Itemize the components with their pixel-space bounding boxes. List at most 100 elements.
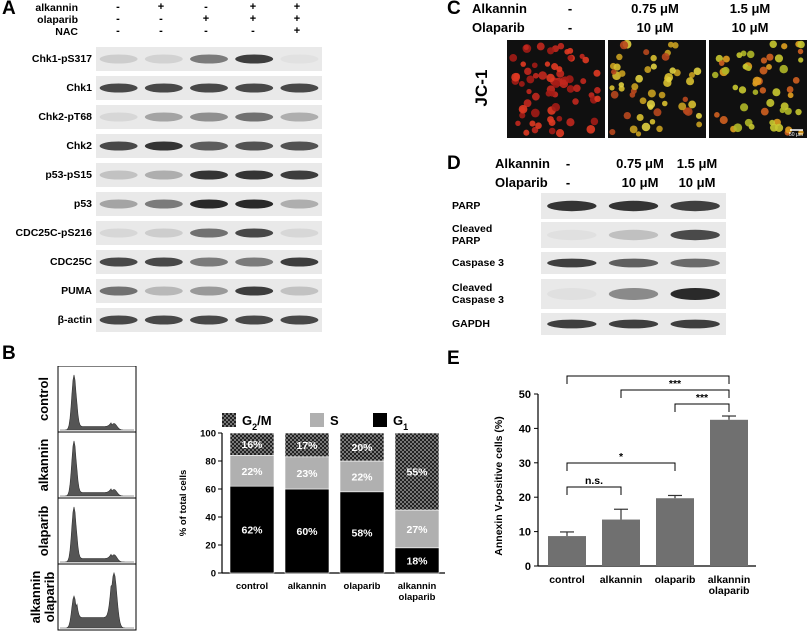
cell <box>797 40 805 49</box>
blot-strip <box>541 279 726 309</box>
field-background <box>507 40 605 138</box>
flow-condition-line: alkannin <box>36 439 51 492</box>
cell <box>682 96 688 102</box>
cell <box>719 116 728 125</box>
cell <box>523 99 532 108</box>
blot-band <box>235 286 274 296</box>
blot-band <box>144 315 183 325</box>
significance-label: *** <box>696 392 709 404</box>
cell <box>695 112 702 119</box>
panel-e-letter: E <box>447 348 460 369</box>
cell <box>566 85 575 93</box>
flow-condition-label: alkanninolaparib <box>28 571 57 624</box>
cell <box>772 88 781 97</box>
blot-band <box>608 229 659 241</box>
cell <box>523 44 529 51</box>
bar <box>656 498 694 566</box>
cell <box>766 53 774 61</box>
cell <box>519 112 526 119</box>
cell <box>530 108 540 118</box>
legend-label-sub: 2 <box>252 422 257 432</box>
microscopy-field <box>608 40 706 138</box>
cell <box>565 75 574 84</box>
blot-strip <box>96 308 322 332</box>
panel-c-letter: C <box>447 0 461 19</box>
blot-label: Chk1 <box>66 82 92 94</box>
histogram-trace <box>60 440 134 497</box>
cell <box>656 125 663 133</box>
treatment-mark: - <box>159 13 163 25</box>
cell <box>786 86 794 93</box>
x-category-label: control <box>549 574 585 586</box>
cell <box>678 102 687 111</box>
bar-segment-g1 <box>394 547 440 574</box>
significance-bracket <box>566 486 622 495</box>
significance-bracket <box>566 462 676 471</box>
cell <box>718 60 725 66</box>
y-tick-label: 20 <box>519 492 531 504</box>
scale-bar-label: 50 μm <box>789 132 803 138</box>
y-tick-label: 10 <box>519 527 531 539</box>
blot-band <box>99 199 138 209</box>
segment-label: 58% <box>351 527 373 539</box>
cell <box>618 70 626 77</box>
cell <box>520 61 527 67</box>
significance-label: *** <box>642 370 655 376</box>
cell <box>766 98 775 107</box>
segment-label: 60% <box>296 526 318 538</box>
blot-band <box>144 54 183 64</box>
bar-segment-g2m <box>394 432 440 511</box>
blot-strip <box>541 193 726 219</box>
cell <box>523 129 530 136</box>
microscopy-field <box>709 40 807 138</box>
cell <box>551 63 559 71</box>
cell <box>552 80 561 88</box>
cell <box>518 81 525 87</box>
blot-band <box>190 141 228 151</box>
x-category-label: olaparib <box>655 574 696 586</box>
significance-bracket <box>620 389 730 398</box>
blot-band <box>608 258 659 268</box>
flow-condition-label: alkannin <box>36 439 51 492</box>
bar-segment-s <box>394 509 440 549</box>
blot-band <box>280 112 319 122</box>
cell <box>721 66 730 75</box>
histogram-trace <box>60 506 134 563</box>
treatment-mark: + <box>249 13 257 25</box>
blot-band <box>235 112 274 122</box>
cell <box>769 40 777 48</box>
segment-label: 55% <box>406 467 428 479</box>
panel-d-olaparib-label: Olaparib <box>495 175 548 190</box>
blot-band <box>608 319 659 329</box>
cell <box>526 88 532 95</box>
cell <box>618 82 625 88</box>
blot-label: CDC25C-pS216 <box>15 227 92 239</box>
cell <box>586 125 596 134</box>
x-category-line: olaparib <box>709 585 750 597</box>
cell <box>736 52 743 59</box>
treatment-mark: - <box>116 13 120 25</box>
jc1-stain-label: JC-1 <box>472 69 491 107</box>
bar-segment-s <box>229 455 275 487</box>
blot-label: Chk2 <box>66 140 92 152</box>
cell <box>714 112 720 118</box>
cell <box>712 71 719 79</box>
cell <box>643 49 650 56</box>
blot-strip <box>96 105 322 129</box>
treatment-mark: + <box>157 1 165 13</box>
cell <box>548 119 556 126</box>
blot-strip <box>96 279 322 303</box>
cell <box>795 108 802 116</box>
legend-label: G2/M <box>242 413 272 432</box>
cell <box>722 55 730 63</box>
legend-label: G1 <box>393 413 408 432</box>
panel-b-letter: B <box>2 343 16 364</box>
cell <box>647 89 656 98</box>
bar <box>602 519 640 566</box>
cell <box>609 85 615 91</box>
x-category-line: alkannin <box>708 574 751 586</box>
blot-band <box>235 315 274 325</box>
olaparib-dose: 10 μM <box>731 20 769 35</box>
cell <box>647 104 654 110</box>
cell <box>774 54 784 63</box>
